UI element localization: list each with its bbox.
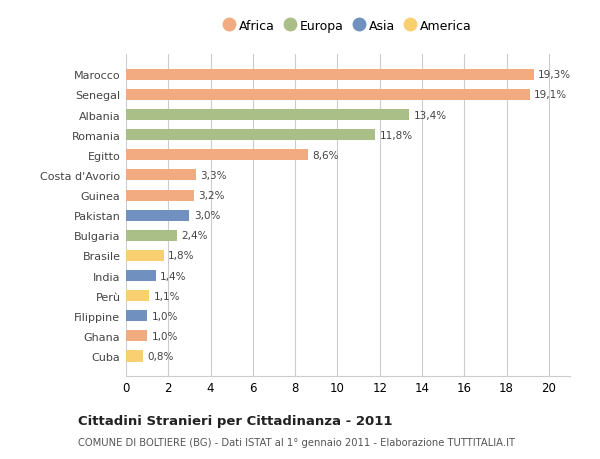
Text: 3,0%: 3,0%	[194, 211, 220, 221]
Text: 3,2%: 3,2%	[198, 190, 224, 201]
Bar	[126, 230, 177, 241]
Bar	[126, 250, 164, 262]
Bar	[126, 311, 147, 322]
Bar	[126, 130, 376, 141]
Bar	[126, 351, 143, 362]
Text: 8,6%: 8,6%	[312, 151, 338, 161]
Text: 11,8%: 11,8%	[380, 130, 413, 140]
Text: 1,8%: 1,8%	[168, 251, 195, 261]
Bar	[126, 110, 409, 121]
Text: 13,4%: 13,4%	[413, 110, 446, 120]
Text: 0,8%: 0,8%	[147, 351, 173, 361]
Bar	[126, 90, 530, 101]
Text: 1,1%: 1,1%	[154, 291, 180, 301]
Text: Cittadini Stranieri per Cittadinanza - 2011: Cittadini Stranieri per Cittadinanza - 2…	[78, 414, 392, 428]
Bar	[126, 150, 308, 161]
Bar	[126, 291, 149, 302]
Bar	[126, 70, 534, 81]
Bar	[126, 270, 155, 281]
Text: 19,1%: 19,1%	[534, 90, 567, 100]
Bar	[126, 210, 190, 221]
Text: COMUNE DI BOLTIERE (BG) - Dati ISTAT al 1° gennaio 2011 - Elaborazione TUTTITALI: COMUNE DI BOLTIERE (BG) - Dati ISTAT al …	[78, 437, 515, 447]
Text: 2,4%: 2,4%	[181, 231, 208, 241]
Text: 1,0%: 1,0%	[151, 331, 178, 341]
Bar	[126, 170, 196, 181]
Legend: Africa, Europa, Asia, America: Africa, Europa, Asia, America	[220, 17, 476, 37]
Bar	[126, 330, 147, 341]
Bar	[126, 190, 194, 201]
Text: 3,3%: 3,3%	[200, 171, 227, 180]
Text: 1,4%: 1,4%	[160, 271, 187, 281]
Text: 1,0%: 1,0%	[151, 311, 178, 321]
Text: 19,3%: 19,3%	[538, 70, 571, 80]
